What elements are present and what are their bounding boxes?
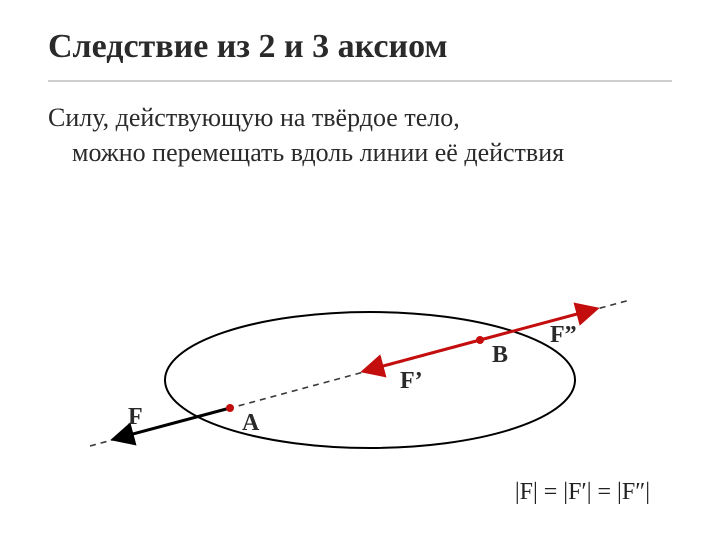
force-diagram: F F’ F” A B: [70, 260, 650, 460]
vector-label-F'': F”: [550, 322, 577, 348]
magnitude-formula: |F| = |F′| = |F″|: [515, 479, 650, 506]
point-A: [226, 404, 234, 412]
body-text: Силу, действующую на твёрдое тело, можно…: [48, 100, 660, 170]
point-B: [476, 336, 484, 344]
points-group: [226, 336, 484, 412]
point-label-A: A: [242, 410, 260, 436]
vector-label-F: F: [128, 404, 143, 430]
vector-F': [368, 340, 480, 370]
slide: Следствие из 2 и 3 аксиом Силу, действую…: [0, 0, 720, 540]
labels-group: F F’ F” A B: [128, 322, 577, 436]
vectors-group: [118, 310, 592, 438]
body-line-2: можно перемещать вдоль линии её действия: [48, 135, 660, 170]
slide-title: Следствие из 2 и 3 аксиом: [48, 28, 672, 76]
vector-label-F': F’: [400, 368, 423, 394]
point-label-B: B: [492, 342, 508, 368]
title-underline: [48, 80, 672, 82]
body-line-1: Силу, действующую на твёрдое тело,: [48, 103, 460, 132]
